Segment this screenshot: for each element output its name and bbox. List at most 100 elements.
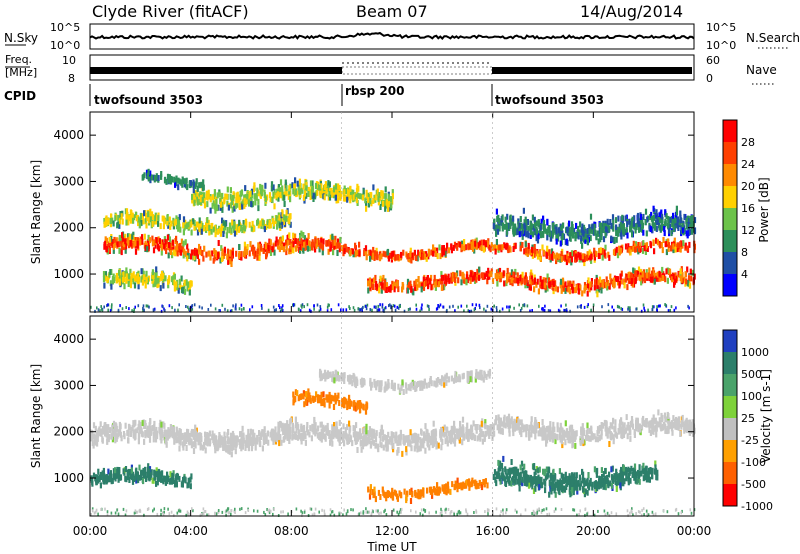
scatter-cell xyxy=(318,309,321,313)
scatter-cell xyxy=(115,277,118,284)
scatter-cell xyxy=(572,250,575,257)
scatter-cell xyxy=(480,245,483,252)
scatter-cell xyxy=(549,281,552,288)
scatter-cell xyxy=(364,438,367,445)
scatter-cell xyxy=(240,303,243,307)
scatter-cell xyxy=(209,207,212,214)
scatter-cell xyxy=(176,283,179,290)
scatter-cell xyxy=(506,419,509,426)
scatter-cell xyxy=(157,215,160,222)
scatter-cell xyxy=(496,424,499,431)
scatter-cell xyxy=(125,213,128,220)
scatter-cell xyxy=(584,233,587,240)
scatter-cell xyxy=(520,223,523,230)
scatter-cell xyxy=(599,247,602,254)
scatter-cell xyxy=(506,213,509,220)
scatter-cell xyxy=(133,432,136,439)
scatter-cell xyxy=(222,445,225,451)
scatter-cell xyxy=(393,286,396,293)
scatter-cell xyxy=(187,253,190,259)
scatter-cell xyxy=(445,278,448,285)
scatter-cell xyxy=(246,244,249,250)
scatter-cell xyxy=(489,246,492,253)
scatter-cell xyxy=(323,194,326,201)
scatter-cell xyxy=(257,222,260,229)
scatter-cell xyxy=(425,255,428,262)
scatter-cell xyxy=(476,435,479,442)
scatter-cell xyxy=(115,272,118,279)
scatter-cell xyxy=(621,428,624,435)
scatter-cell xyxy=(668,417,671,424)
scatter-cell xyxy=(306,245,309,252)
colorbar-tick-label: 4 xyxy=(741,268,748,281)
scatter-cell xyxy=(379,303,381,307)
scatter-cell xyxy=(549,235,552,242)
scatter-cell xyxy=(132,271,135,278)
scatter-cell xyxy=(175,432,178,439)
scatter-cell xyxy=(531,309,533,312)
scatter-cell xyxy=(179,226,182,233)
scatter-cell xyxy=(379,435,382,441)
scatter-cell xyxy=(256,254,259,261)
scatter-cell xyxy=(500,272,503,279)
scatter-cell xyxy=(132,214,136,221)
scatter-cell xyxy=(396,280,399,287)
scatter-cell xyxy=(337,183,340,190)
scatter-cell xyxy=(264,196,267,203)
scatter-cell xyxy=(656,271,659,278)
scatter-cell xyxy=(581,253,584,260)
scatter-cell xyxy=(188,289,191,296)
scatter-cell xyxy=(371,308,373,312)
scatter-cell xyxy=(437,304,439,307)
scatter-cell xyxy=(372,246,375,253)
scatter-cell xyxy=(639,214,642,220)
scatter-cell xyxy=(243,241,246,248)
scatter-cell xyxy=(235,192,238,199)
scatter-cell xyxy=(591,223,594,230)
scatter-cell xyxy=(102,426,105,432)
scatter-cell xyxy=(154,175,157,182)
scatter-cell xyxy=(127,219,130,226)
scatter-cell xyxy=(236,197,239,204)
scatter-cell xyxy=(175,235,178,242)
scatter-cell xyxy=(162,305,164,309)
scatter-cell xyxy=(281,235,284,242)
scatter-cell xyxy=(152,281,155,288)
scatter-cell xyxy=(506,267,509,274)
scatter-cell xyxy=(480,420,483,427)
scatter-cell xyxy=(151,272,154,279)
scatter-cell xyxy=(438,305,440,309)
scatter-cell xyxy=(118,421,121,428)
scatter-cell xyxy=(402,283,405,290)
scatter-cell xyxy=(434,250,438,257)
scatter-cell xyxy=(365,423,368,430)
scatter-cell xyxy=(541,307,543,311)
scatter-cell xyxy=(459,270,462,277)
scatter-cell xyxy=(611,236,614,243)
scatter-cell xyxy=(383,284,386,291)
scatter-cell xyxy=(300,435,303,442)
scatter-cell xyxy=(263,426,266,433)
scatter-cell xyxy=(439,253,442,260)
scatter-cell xyxy=(202,441,205,448)
scatter-cell xyxy=(137,220,140,227)
scatter-cell xyxy=(392,432,395,439)
scatter-cell xyxy=(508,430,511,437)
scatter-cell xyxy=(585,430,588,437)
scatter-cell xyxy=(614,249,617,256)
scatter-cell xyxy=(125,267,128,274)
scatter-cell xyxy=(559,422,562,429)
scatter-cell xyxy=(315,428,318,435)
scatter-cell xyxy=(667,227,671,234)
scatter-cell xyxy=(154,218,157,225)
colorbar-swatch xyxy=(723,230,737,253)
scatter-cell xyxy=(147,244,150,251)
scatter-cell xyxy=(493,218,496,225)
scatter-cell xyxy=(164,430,168,437)
scatter-cell xyxy=(636,212,640,219)
scatter-cell xyxy=(620,278,623,285)
cpid-segment-2: rbsp 200 xyxy=(345,84,404,98)
scatter-cell xyxy=(157,236,160,243)
scatter-cell xyxy=(513,277,516,284)
scatter-cell xyxy=(367,201,370,208)
